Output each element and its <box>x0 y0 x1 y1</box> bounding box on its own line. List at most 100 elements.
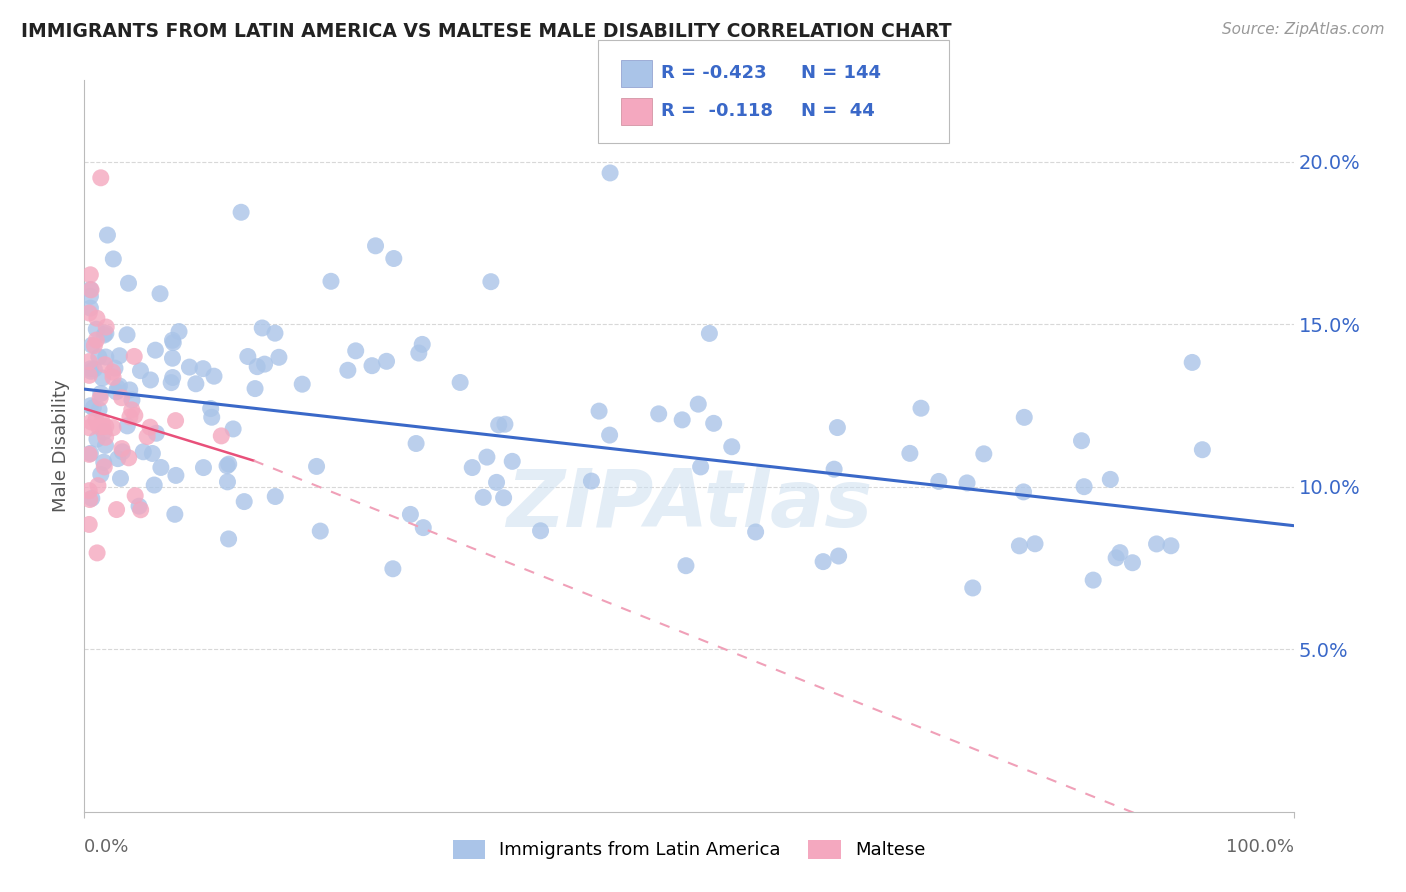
Point <box>79 446 101 460</box>
Point <box>110 471 132 485</box>
Point <box>229 205 252 219</box>
Point <box>83 338 105 352</box>
Point <box>84 322 107 336</box>
Point <box>90 467 112 482</box>
Point <box>336 363 359 377</box>
Point <box>252 321 274 335</box>
Point <box>94 438 117 452</box>
Point <box>149 286 172 301</box>
Point <box>79 268 101 282</box>
Point <box>128 499 150 513</box>
Point <box>309 524 332 538</box>
Point <box>475 450 498 464</box>
Point <box>139 373 162 387</box>
Point <box>80 415 103 429</box>
Point <box>167 325 190 339</box>
Point <box>94 358 117 372</box>
Point <box>117 277 139 291</box>
Point <box>77 368 100 383</box>
Point <box>599 428 621 442</box>
Point <box>136 429 159 443</box>
Point <box>1191 442 1213 457</box>
Text: IMMIGRANTS FROM LATIN AMERICA VS MALTESE MALE DISABILITY CORRELATION CHART: IMMIGRANTS FROM LATIN AMERICA VS MALTESE… <box>21 22 952 41</box>
Point <box>529 524 551 538</box>
Point <box>96 228 118 243</box>
Text: R = -0.423: R = -0.423 <box>661 64 766 82</box>
Point <box>79 399 101 413</box>
Point <box>108 349 131 363</box>
Point <box>1099 472 1122 486</box>
Point <box>215 458 238 473</box>
Point <box>118 383 141 397</box>
Point <box>162 335 184 350</box>
Point <box>162 351 184 366</box>
Point <box>117 418 139 433</box>
Point <box>827 549 849 563</box>
Point <box>86 333 108 347</box>
Point <box>501 454 523 468</box>
Point <box>94 326 117 341</box>
Point <box>399 508 422 522</box>
Point <box>485 475 508 490</box>
Point <box>1012 484 1035 499</box>
Point <box>217 475 239 489</box>
Point <box>82 401 104 415</box>
Point <box>93 455 115 469</box>
Point <box>103 252 125 266</box>
Point <box>111 444 134 458</box>
Point <box>218 457 240 471</box>
Point <box>77 354 100 368</box>
Point <box>375 354 398 368</box>
Point <box>344 343 367 358</box>
Point <box>1181 355 1204 369</box>
Text: 0.0%: 0.0% <box>84 838 129 855</box>
Point <box>77 421 100 435</box>
Point <box>124 409 146 423</box>
Point <box>1160 539 1182 553</box>
Point <box>80 491 103 506</box>
Point <box>96 320 118 334</box>
Point <box>488 417 510 432</box>
Point <box>93 328 115 343</box>
Point <box>145 426 167 441</box>
Point <box>191 361 214 376</box>
Point <box>200 401 222 416</box>
Point <box>405 436 427 450</box>
Point <box>111 391 134 405</box>
Point <box>115 327 138 342</box>
Point <box>89 391 111 405</box>
Point <box>179 360 201 375</box>
Point <box>461 460 484 475</box>
Point <box>91 419 114 434</box>
Point <box>107 451 129 466</box>
Point <box>364 239 387 253</box>
Point <box>118 409 141 424</box>
Point <box>647 407 669 421</box>
Point <box>928 475 950 489</box>
Point <box>94 419 117 434</box>
Point <box>122 350 145 364</box>
Point <box>264 490 287 504</box>
Point <box>184 376 207 391</box>
Point <box>163 508 186 522</box>
Point <box>121 392 143 407</box>
Point <box>671 413 693 427</box>
Point <box>588 404 610 418</box>
Point <box>129 364 152 378</box>
Point <box>1109 546 1132 560</box>
Point <box>236 350 259 364</box>
Point <box>84 413 107 427</box>
Point <box>101 365 124 379</box>
Point <box>160 376 183 390</box>
Point <box>93 425 115 439</box>
Point <box>209 429 232 443</box>
Point <box>408 346 430 360</box>
Y-axis label: Male Disability: Male Disability <box>52 380 70 512</box>
Point <box>86 311 108 326</box>
Text: N =  44: N = 44 <box>801 103 875 120</box>
Point <box>139 420 162 434</box>
Point <box>233 494 256 508</box>
Point <box>264 326 287 341</box>
Point <box>202 369 225 384</box>
Point <box>79 283 101 297</box>
